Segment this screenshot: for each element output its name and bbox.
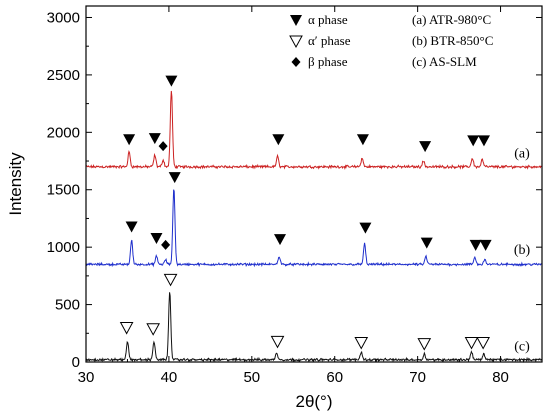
marker-alpha-prime — [146, 323, 160, 336]
y-tick-label: 1000 — [47, 239, 80, 256]
marker-alpha — [356, 134, 369, 146]
curve-label-0: (a) — [514, 147, 530, 162]
marker-alpha-prime — [354, 336, 369, 350]
x-tick-label: 70 — [409, 369, 426, 386]
marker-alpha — [477, 135, 490, 147]
y-tick-label: 0 — [72, 354, 80, 371]
marker-alpha — [165, 75, 178, 87]
y-tick-label: 500 — [55, 297, 80, 314]
series-line-1 — [85, 189, 542, 268]
y-axis: 0 500 1000 1500 2000 2500 3000 — [47, 9, 542, 371]
legend-symbol-alpha — [290, 15, 302, 26]
marker-alpha-prime — [417, 338, 432, 351]
marker-alpha — [125, 221, 138, 233]
legend-phases: α phase α′ phase β phase — [289, 12, 351, 69]
marker-alpha — [467, 135, 480, 147]
marker-alpha — [148, 133, 161, 145]
x-axis-label: 2θ(°) — [295, 392, 332, 411]
marker-alpha — [420, 237, 433, 249]
marker-alpha-prime — [163, 273, 178, 287]
series-line-2 — [85, 292, 543, 363]
marker-alpha — [168, 172, 181, 184]
legend-phase-label: α phase — [308, 12, 348, 27]
y-tick-label: 2000 — [47, 124, 80, 141]
legend-sample-c: (c) AS-SLM — [412, 54, 477, 69]
marker-alpha-prime — [119, 322, 134, 335]
marker-alpha-prime — [270, 335, 285, 349]
marker-alpha — [469, 239, 482, 251]
series-lines — [85, 90, 543, 363]
curve-label-2: (c) — [514, 340, 530, 355]
y-tick-label: 3000 — [47, 9, 80, 26]
marker-alpha — [419, 141, 432, 153]
curve-label-1: (b) — [514, 243, 531, 258]
marker-alpha — [359, 222, 372, 234]
x-axis: 30 40 50 60 70 80 — [78, 6, 509, 386]
y-tick-label: 2500 — [47, 67, 80, 84]
marker-beta — [161, 239, 171, 250]
legend-sample-a: (a) ATR-980°C — [412, 12, 491, 27]
marker-alpha — [150, 232, 163, 244]
x-tick-label: 50 — [243, 369, 260, 386]
legend-symbol-alpha-prime — [289, 35, 303, 49]
legend-phase-label: α′ phase — [308, 33, 351, 48]
y-tick-label: 1500 — [47, 182, 80, 199]
phase-markers — [119, 75, 492, 351]
curve-labels: (a) (b) (c) — [514, 147, 531, 355]
marker-alpha-prime — [476, 336, 490, 350]
marker-alpha — [479, 239, 492, 251]
x-tick-label: 80 — [492, 369, 509, 386]
legend: α phase α′ phase β phase (a) ATR-980°C (b)… — [289, 12, 493, 69]
marker-beta — [158, 141, 168, 152]
marker-alpha — [123, 134, 136, 146]
x-tick-label: 40 — [161, 369, 178, 386]
series-line-0 — [85, 90, 542, 171]
plot-frame — [85, 5, 543, 363]
y-axis-label: Intensity — [6, 152, 25, 216]
marker-alpha-prime — [464, 336, 479, 350]
x-tick-label: 60 — [326, 369, 343, 386]
marker-alpha — [274, 234, 287, 246]
legend-sample-b: (b) BTR-850°C — [412, 33, 493, 48]
legend-phase-label: β phase — [308, 54, 348, 69]
marker-alpha — [272, 134, 285, 146]
legend-symbol-beta — [291, 57, 301, 67]
x-tick-label: 30 — [78, 369, 95, 386]
